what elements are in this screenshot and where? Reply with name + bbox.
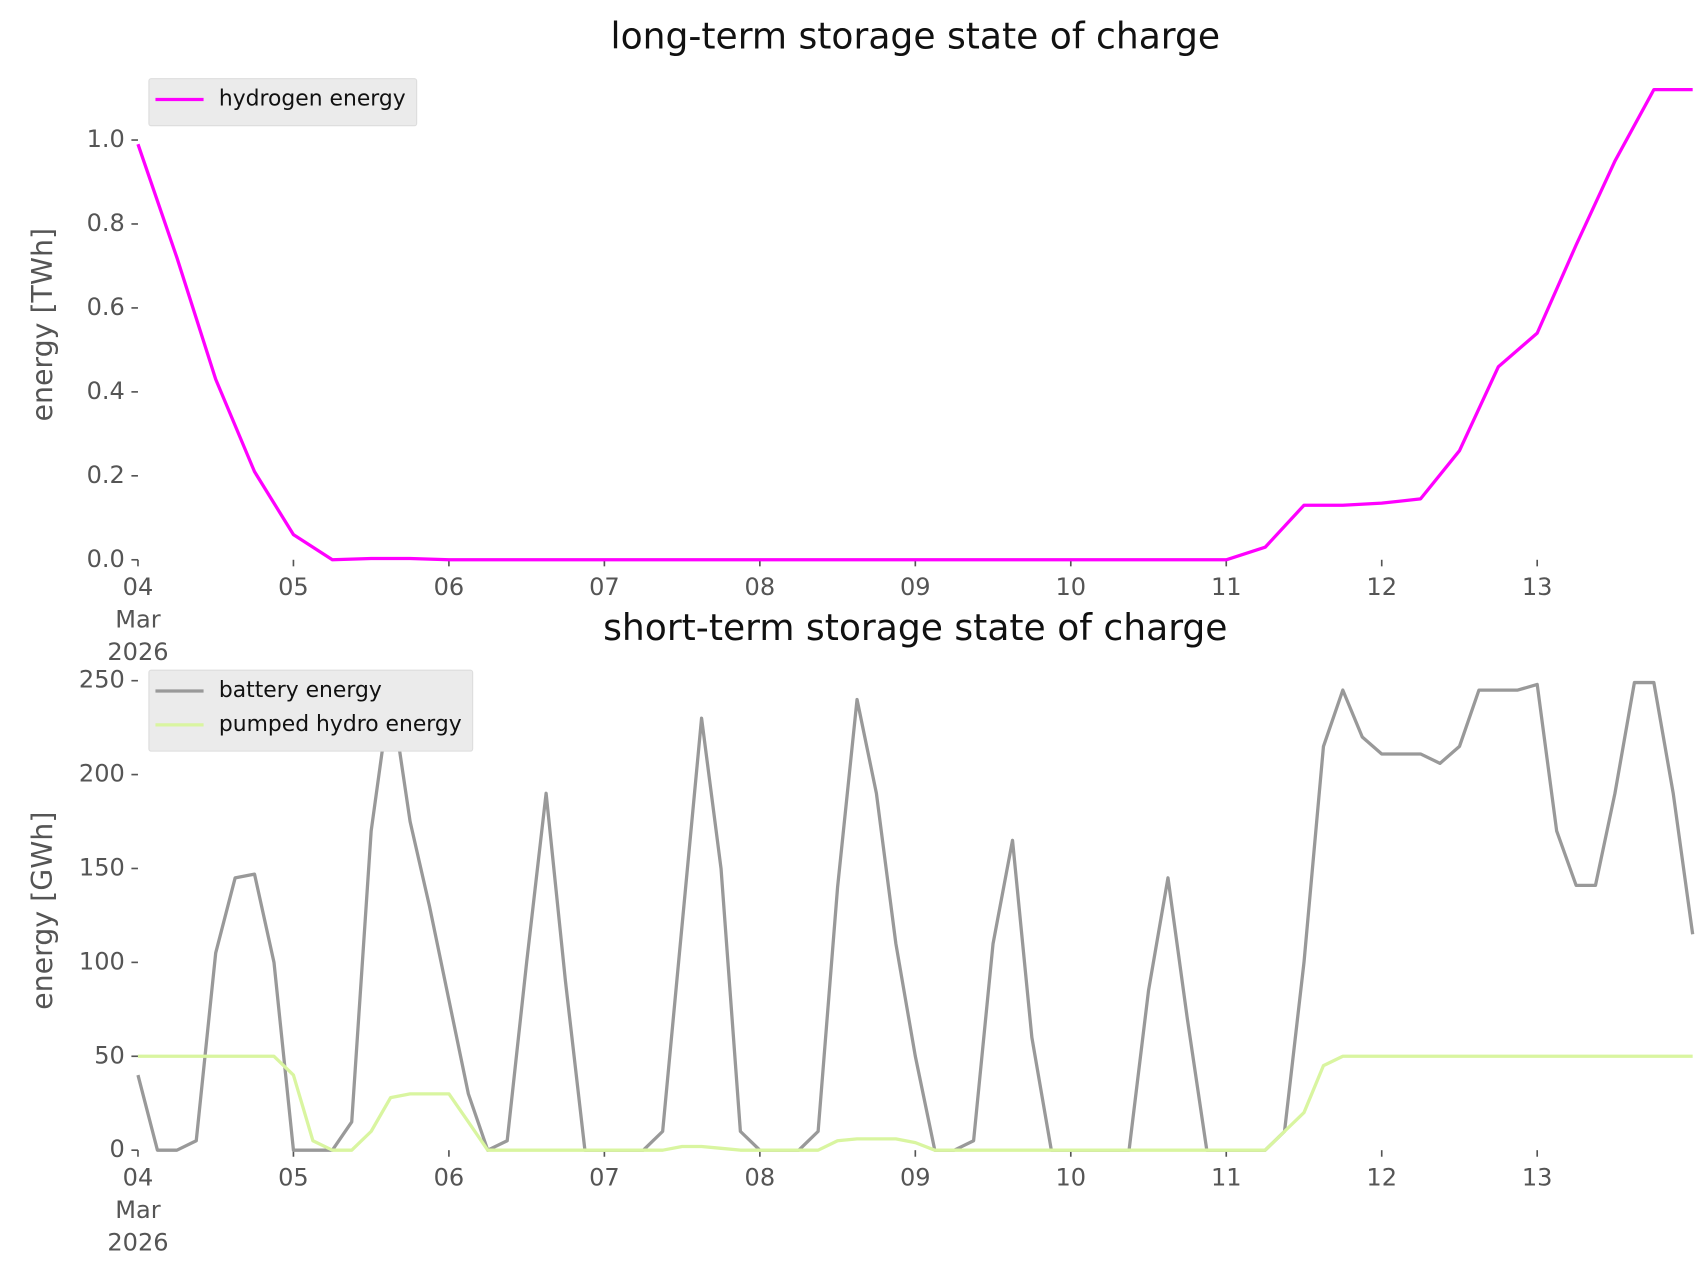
y-tick-label: 0.8 [87,209,125,237]
y-tick-label: 1.0 [87,125,125,153]
y-tick-label: 200 [79,760,125,788]
x-tick-label: 11 [1211,1164,1242,1192]
y-tick-label: 250 [79,666,125,694]
data-line [136,680,1695,1152]
x-tick-label: 12 [1366,1164,1397,1192]
x-tick-label: 06 [434,573,465,601]
legend-label: pumped hydro energy [219,712,462,737]
y-tick-label: 0.2 [87,461,125,489]
data-line [136,88,1693,562]
x-tick-label: 13 [1522,1164,1553,1192]
y-tick-label: 50 [94,1041,125,1069]
x-tick-label: 07 [589,1164,620,1192]
x-tick-label: 04 Mar 2026 [107,1164,168,1257]
legend-label: hydrogen energy [219,86,406,111]
y-tick-label: 100 [79,947,125,975]
chart-title: short-term storage state of charge [603,607,1227,649]
y-axis-label: energy [GWh] [26,812,59,1010]
x-tick-label: 06 [434,1164,465,1192]
legend: hydrogen energy [148,78,418,127]
y-tick-label: 150 [79,853,125,881]
x-tick-label: 09 [900,1164,931,1192]
x-tick-label: 10 [1055,573,1086,601]
data-line [137,1054,1693,1152]
y-axis-label: energy [TWh] [26,228,59,422]
x-tick-label: 09 [900,573,931,601]
legend-label: battery energy [219,678,382,703]
x-tick-label: 13 [1522,573,1553,601]
x-tick-label: 08 [745,573,776,601]
legend-box [148,669,474,752]
legend-box [148,78,418,127]
chart-title: long-term storage state of charge [611,15,1221,57]
x-tick-label: 10 [1055,1164,1086,1192]
y-tick-label: 0.0 [87,545,125,573]
y-tick-label: 0.4 [87,377,125,405]
x-tick-label: 07 [589,573,620,601]
x-tick-label: 04 Mar 2026 [107,573,168,666]
x-tick-label: 08 [745,1164,776,1192]
y-tick-label: 0 [110,1135,125,1163]
x-tick-label: 11 [1211,573,1242,601]
legend: battery energy pumped hydro energy [148,669,474,752]
y-tick-label: 0.6 [87,293,125,321]
x-tick-label: 05 [278,573,309,601]
x-tick-label: 05 [278,1164,309,1192]
x-tick-label: 12 [1366,573,1397,601]
